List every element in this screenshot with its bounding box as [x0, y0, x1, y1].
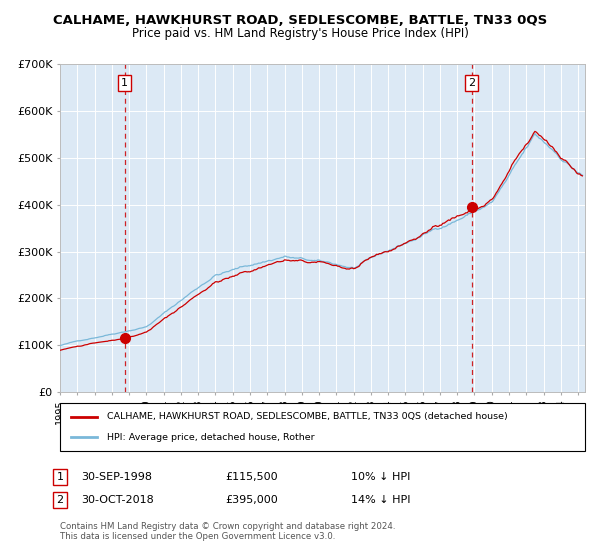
Text: 30-OCT-2018: 30-OCT-2018 [81, 495, 154, 505]
Text: £395,000: £395,000 [225, 495, 278, 505]
Text: 1: 1 [121, 78, 128, 88]
Text: 10% ↓ HPI: 10% ↓ HPI [351, 472, 410, 482]
Text: 14% ↓ HPI: 14% ↓ HPI [351, 495, 410, 505]
Text: 1: 1 [56, 472, 64, 482]
Text: 2: 2 [56, 495, 64, 505]
Text: 30-SEP-1998: 30-SEP-1998 [81, 472, 152, 482]
Text: CALHAME, HAWKHURST ROAD, SEDLESCOMBE, BATTLE, TN33 0QS (detached house): CALHAME, HAWKHURST ROAD, SEDLESCOMBE, BA… [107, 412, 508, 421]
Text: £115,500: £115,500 [225, 472, 278, 482]
Text: CALHAME, HAWKHURST ROAD, SEDLESCOMBE, BATTLE, TN33 0QS: CALHAME, HAWKHURST ROAD, SEDLESCOMBE, BA… [53, 14, 547, 27]
FancyBboxPatch shape [60, 403, 585, 451]
Text: 2: 2 [468, 78, 475, 88]
Text: Price paid vs. HM Land Registry's House Price Index (HPI): Price paid vs. HM Land Registry's House … [131, 27, 469, 40]
Text: HPI: Average price, detached house, Rother: HPI: Average price, detached house, Roth… [107, 433, 315, 442]
Text: Contains HM Land Registry data © Crown copyright and database right 2024.
This d: Contains HM Land Registry data © Crown c… [60, 522, 395, 542]
